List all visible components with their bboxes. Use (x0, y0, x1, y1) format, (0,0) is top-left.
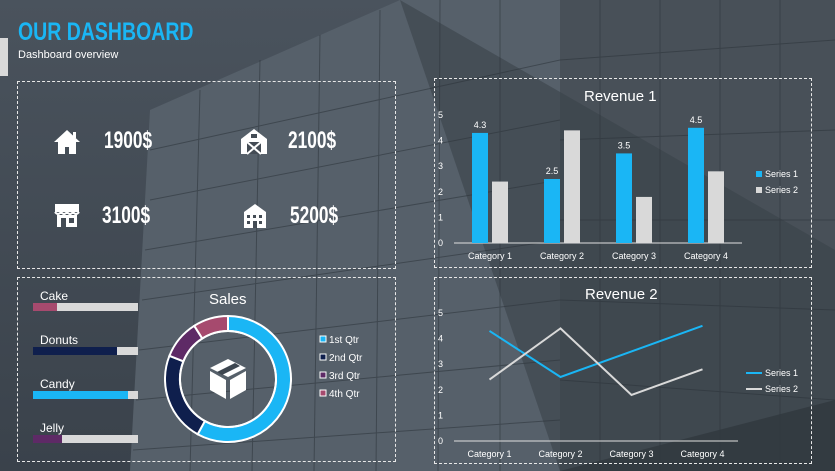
legend-swatch-4 (319, 389, 327, 397)
revenue1-ytick: 0 (438, 238, 443, 248)
revenue1-data-label: 2.5 (546, 166, 559, 176)
progress-fill-candy (33, 391, 128, 399)
revenue2-xtick: Category 1 (467, 449, 511, 459)
sales-panel (17, 277, 396, 462)
shop-icon (54, 204, 80, 227)
revenue1-bar-chart: 0 1 2 3 4 5 4.3 Category 1 2.5 Category 2 3.5 Categ… (438, 110, 798, 261)
revenue1-bar-s1-1 (472, 132, 488, 243)
barn-icon (241, 129, 267, 155)
revenue1-title: Revenue 1 (584, 88, 657, 105)
revenue1-data-label: 4.5 (690, 115, 703, 125)
revenue2-title: Revenue 2 (585, 286, 658, 303)
kpi-panel (17, 81, 396, 269)
legend-swatch-2 (319, 353, 327, 361)
house-icon (54, 130, 80, 154)
sales-donut-chart: 1st Qtr 2nd Qtr 3rd Qtr 4th Qtr (164, 314, 363, 443)
progress-fill-donuts (33, 347, 117, 355)
building-icon (244, 204, 266, 228)
revenue1-xtick: Category 4 (684, 251, 728, 261)
progress-fill-jelly (33, 435, 63, 443)
header-accent-bar (0, 38, 8, 76)
revenue1-legend-label: Series 2 (765, 185, 798, 195)
progress-track-jelly (33, 435, 138, 443)
revenue1-ytick: 4 (438, 136, 443, 146)
progress-track-candy (33, 391, 138, 399)
revenue1-ytick: 1 (438, 212, 443, 222)
revenue2-line-s2 (488, 327, 703, 397)
progress-label-candy: Candy (40, 377, 75, 391)
revenue1-ytick: 3 (438, 161, 443, 171)
revenue1-bar-s1-4 (688, 127, 704, 243)
revenue1-bar-s2-3 (636, 196, 652, 243)
revenue1-legend-swatch (756, 171, 762, 177)
revenue1-bar-s2-1 (492, 181, 508, 243)
kpi-value-2: 2100$ (288, 127, 337, 154)
progress-track-cake (33, 303, 138, 311)
revenue1-bar-s1-2 (544, 179, 560, 243)
revenue1-data-label: 3.5 (618, 140, 631, 150)
progress-label-cake: Cake (40, 289, 69, 303)
revenue1-ytick: 2 (438, 187, 443, 197)
revenue1-xtick: Category 1 (468, 251, 512, 261)
legend-label-2: 2nd Qtr (329, 353, 363, 364)
legend-label-4: 4th Qtr (329, 389, 360, 400)
sales-title: Sales (209, 291, 247, 308)
revenue1-xtick: Category 2 (540, 251, 584, 261)
revenue1-bar-s2-2 (564, 130, 580, 243)
revenue1-bar-s1-3 (616, 153, 632, 243)
legend-swatch-3 (319, 371, 327, 379)
revenue1-legend-swatch (756, 187, 762, 193)
revenue2-ytick: 5 (438, 308, 443, 318)
revenue2-ytick: 3 (438, 359, 443, 369)
revenue2-legend-label: Series 2 (765, 384, 798, 394)
kpi-value-4: 5200$ (290, 202, 339, 229)
revenue2-xtick: Category 3 (609, 449, 653, 459)
revenue2-xtick: Category 4 (680, 449, 724, 459)
revenue1-bar-s2-4 (708, 171, 724, 243)
revenue2-line-chart: 0 1 2 3 4 5 Category 1 Category 2 Category 3 Cate… (438, 308, 798, 459)
legend-label-3: 3rd Qtr (329, 371, 361, 382)
box-icon (210, 359, 246, 399)
revenue1-legend-label: Series 1 (765, 169, 798, 179)
donut-slice-2 (164, 354, 207, 436)
progress-label-donuts: Donuts (40, 333, 79, 347)
revenue2-ytick: 0 (438, 436, 443, 446)
donut-inner-ring (179, 330, 277, 428)
revenue1-panel (434, 78, 812, 268)
page-title: OUR DASHBOARD (18, 18, 194, 46)
revenue1-data-label: 4.3 (474, 120, 487, 130)
revenue2-line-s1 (488, 324, 703, 379)
legend-swatch-1 (319, 335, 327, 343)
revenue2-legend-label: Series 1 (765, 368, 798, 378)
progress-label-jelly: Jelly (40, 421, 65, 435)
page-subtitle: Dashboard overview (18, 49, 119, 61)
progress-track-donuts (33, 347, 138, 355)
progress-fill-cake (33, 303, 58, 311)
revenue2-ytick: 2 (438, 385, 443, 395)
kpi-value-3: 3100$ (102, 202, 151, 229)
revenue2-xtick: Category 2 (538, 449, 582, 459)
revenue2-ytick: 1 (438, 410, 443, 420)
legend-label-1: 1st Qtr (329, 335, 360, 346)
revenue1-xtick: Category 3 (612, 251, 656, 261)
revenue2-ytick: 4 (438, 334, 443, 344)
kpi-value-1: 1900$ (104, 127, 153, 154)
revenue1-ytick: 5 (438, 110, 443, 120)
revenue2-panel (434, 277, 812, 464)
